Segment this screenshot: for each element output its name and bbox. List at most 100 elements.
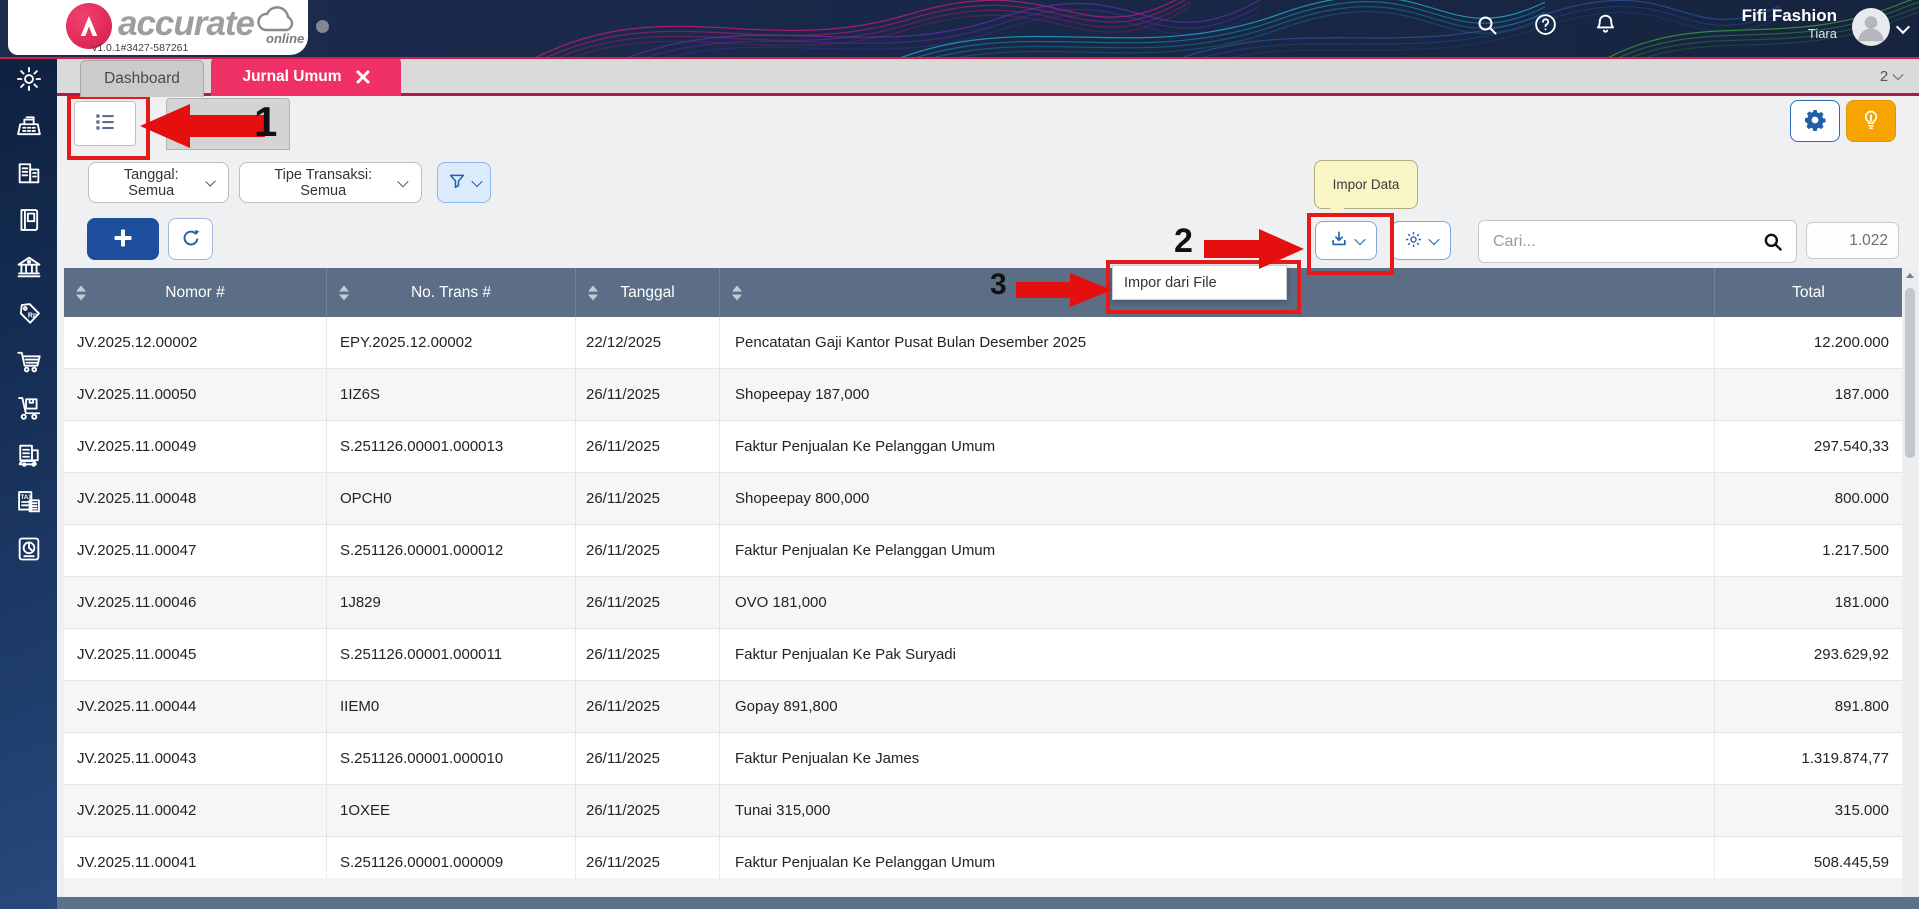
sidebar-item-company[interactable] <box>0 151 57 198</box>
sidebar-item-settings[interactable] <box>0 57 57 104</box>
column-header-label: No. Trans # <box>410 283 492 301</box>
table-row[interactable]: JV.2025.11.00046 1J829 26/11/2025 OVO 181,0… <box>64 577 1902 629</box>
search-icon[interactable] <box>1762 231 1784 253</box>
cell-no-trans: S.251126.00001.000009 <box>327 837 576 888</box>
sidebar-item-assets[interactable] <box>0 433 57 480</box>
annotation-arrow-step1 <box>140 104 265 148</box>
cell-total: 297.540,33 <box>1813 438 1889 455</box>
table-row[interactable]: JV.2025.11.00042 1OXEE 26/11/2025 Tunai 315… <box>64 785 1902 837</box>
cell-total: 508.445,59 <box>1813 854 1889 871</box>
brand-name: accurate <box>118 4 255 43</box>
sidebar-item-purchases[interactable] <box>0 339 57 386</box>
view-toggle-list-button[interactable] <box>74 101 136 146</box>
tab-jurnal-umum[interactable]: Jurnal Umum <box>211 57 401 96</box>
import-export-dropdown-button[interactable] <box>1315 221 1377 260</box>
cell-nomor: JV.2025.11.00048 <box>64 473 327 524</box>
column-header-nomor[interactable]: Nomor # <box>64 268 327 317</box>
sidebar-item-inventory[interactable] <box>0 386 57 433</box>
open-tabs-count: 2 <box>1879 67 1889 85</box>
cell-tanggal: 26/11/2025 <box>576 733 720 784</box>
table-row[interactable]: JV.2025.11.00050 1IZ6S 26/11/2025 Shopeepay… <box>64 369 1902 421</box>
impor-data-tooltip: Impor Data <box>1314 160 1418 217</box>
table-row[interactable]: JV.2025.11.00044 IIEM0 26/11/2025 Gopay 891… <box>64 681 1902 733</box>
refresh-button[interactable] <box>168 218 213 260</box>
svg-text:Rp: Rp <box>27 313 36 320</box>
help-button[interactable] <box>1526 7 1564 45</box>
sort-icon <box>588 285 598 300</box>
cell-tanggal: 26/11/2025 <box>576 525 720 576</box>
sidebar-item-reports[interactable] <box>0 527 57 574</box>
impor-data-tooltip-label: Impor Data <box>1332 177 1400 192</box>
sidebar-item-cash-register[interactable] <box>0 104 57 151</box>
search-input[interactable] <box>1479 232 1762 251</box>
page-settings-button[interactable] <box>1790 100 1840 142</box>
bank-icon <box>15 253 43 284</box>
ledger-icon <box>15 206 43 237</box>
annotation-step1-label: 1 <box>254 98 278 145</box>
cell-no-trans: 1J829 <box>327 577 576 628</box>
cell-nomor: JV.2025.11.00043 <box>64 733 327 784</box>
cell-tanggal: 26/11/2025 <box>576 785 720 836</box>
search-icon <box>1475 13 1499 40</box>
reports-icon <box>15 535 43 566</box>
table-row[interactable]: JV.2025.11.00049 S.251126.00001.000013 26/… <box>64 421 1902 473</box>
table-row[interactable]: JV.2025.11.00045 S.251126.00001.000011 26/… <box>64 629 1902 681</box>
help-icon <box>1533 12 1558 40</box>
cell-nomor: JV.2025.11.00042 <box>64 785 327 836</box>
cell-tanggal: 22/12/2025 <box>576 317 720 368</box>
download-icon <box>1329 229 1349 252</box>
list-view-icon <box>92 109 118 138</box>
sidebar-item-tax[interactable]: TAX <box>0 480 57 527</box>
header-wave-decoration <box>519 0 1919 57</box>
filter-tipe-transaksi-dropdown[interactable]: Tipe Transaksi: Semua <box>239 162 422 203</box>
column-header-tanggal[interactable]: Tanggal <box>576 268 720 317</box>
chevron-down-icon <box>470 175 483 187</box>
table-header: Nomor # No. Trans # Tanggal Total <box>64 268 1902 317</box>
scrollbar-thumb[interactable] <box>1905 288 1915 458</box>
notifications-button[interactable] <box>1586 7 1624 45</box>
cell-nomor: JV.2025.11.00047 <box>64 525 327 576</box>
cell-deskripsi: Shopeepay 800,000 <box>720 473 1715 524</box>
svg-text:TAX: TAX <box>20 495 32 501</box>
add-journal-button[interactable] <box>87 218 159 260</box>
table-settings-dropdown-button[interactable] <box>1391 221 1451 260</box>
filter-tanggal-dropdown[interactable]: Tanggal: Semua <box>88 162 229 203</box>
scroll-up-icon[interactable] <box>1903 268 1917 282</box>
sort-icon <box>732 285 742 300</box>
column-header-deskripsi[interactable] <box>720 268 1715 317</box>
column-header-notrans[interactable]: No. Trans # <box>327 268 576 317</box>
brand-logo: accurate online v1.0.1#3427-587261 <box>8 0 308 55</box>
cell-tanggal: 26/11/2025 <box>576 837 720 888</box>
menu-item-impor-dari-file[interactable]: Impor dari File <box>1112 265 1287 300</box>
horizontal-scrollbar[interactable] <box>57 897 1919 909</box>
tab-dashboard[interactable]: Dashboard <box>80 60 204 97</box>
table-row[interactable]: JV.2025.11.00043 S.251126.00001.000010 26/… <box>64 733 1902 785</box>
cell-nomor: JV.2025.11.00049 <box>64 421 327 472</box>
tips-button[interactable] <box>1846 100 1896 142</box>
cell-no-trans: 1OXEE <box>327 785 576 836</box>
tab-jurnal-umum-label: Jurnal Umum <box>242 67 342 85</box>
avatar[interactable] <box>1852 8 1890 46</box>
gear-icon <box>1404 230 1423 252</box>
cell-no-trans: 1IZ6S <box>327 369 576 420</box>
sidebar-item-bank[interactable] <box>0 245 57 292</box>
table-row[interactable]: JV.2025.11.00047 S.251126.00001.000012 26/… <box>64 525 1902 577</box>
table-row[interactable]: JV.2025.12.00002 EPY.2025.12.00002 22/12/2… <box>64 317 1902 369</box>
close-tab-icon[interactable] <box>356 70 370 84</box>
bell-icon <box>1593 12 1618 40</box>
sidebar-item-ledger[interactable] <box>0 198 57 245</box>
global-search-button[interactable] <box>1468 7 1506 45</box>
vertical-scrollbar[interactable] <box>1903 268 1917 897</box>
column-header-label: Tanggal <box>620 283 675 301</box>
advanced-filter-button[interactable] <box>437 162 491 203</box>
cell-deskripsi: Tunai 315,000 <box>720 785 1715 836</box>
table-row[interactable]: JV.2025.11.00048 OPCH0 26/11/2025 Shopeepay… <box>64 473 1902 525</box>
assets-icon <box>15 441 43 472</box>
header-dot-decoration <box>316 20 329 33</box>
column-header-total[interactable]: Total <box>1715 268 1902 317</box>
sidebar-item-sales[interactable]: Rp <box>0 292 57 339</box>
cell-total: 187.000 <box>1834 386 1889 403</box>
open-tabs-counter[interactable]: 2 <box>1868 62 1914 90</box>
cell-total: 181.000 <box>1834 594 1889 611</box>
